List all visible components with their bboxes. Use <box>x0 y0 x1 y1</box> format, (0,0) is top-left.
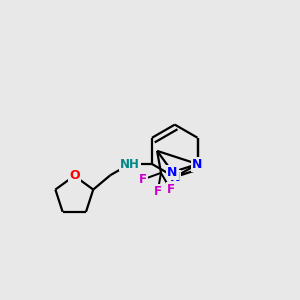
Text: NH: NH <box>120 158 140 170</box>
Text: N: N <box>192 158 203 170</box>
Text: N: N <box>167 166 178 179</box>
Text: F: F <box>167 183 175 196</box>
Text: F: F <box>154 185 162 198</box>
Text: O: O <box>69 169 80 182</box>
Text: N: N <box>192 158 203 170</box>
Text: N: N <box>169 171 180 184</box>
Text: F: F <box>139 173 147 186</box>
